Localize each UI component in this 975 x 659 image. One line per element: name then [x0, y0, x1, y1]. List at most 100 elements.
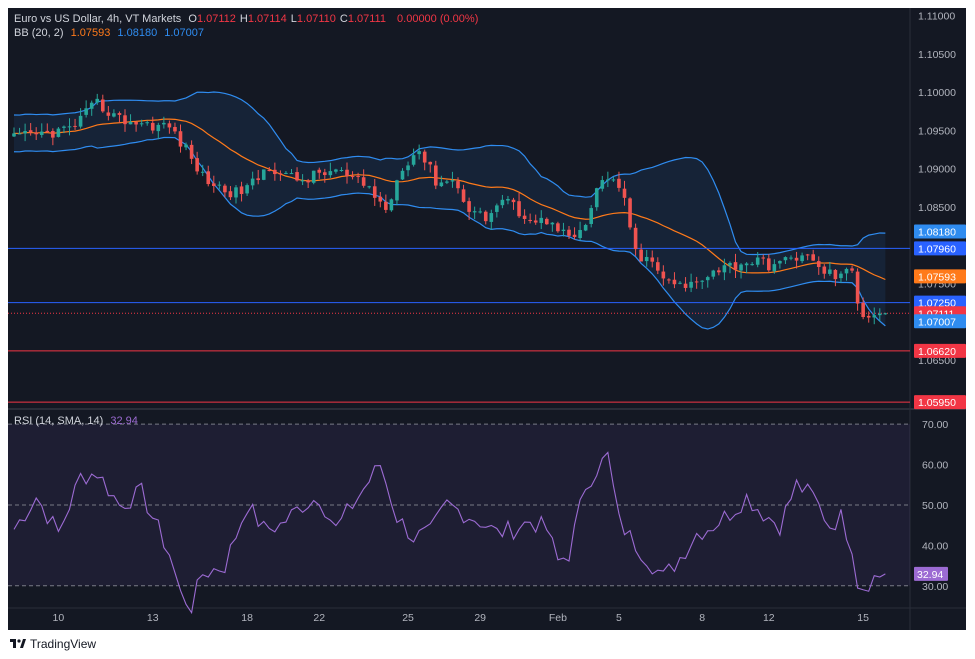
candle-body: [139, 123, 144, 125]
bb-label: BB (20, 2): [14, 27, 64, 39]
candle-body: [883, 313, 888, 315]
price-tag-label: 1.05950: [918, 397, 956, 409]
candle-body: [445, 181, 449, 183]
time-tick-label: 25: [402, 612, 414, 624]
price-tag: [914, 343, 966, 358]
candle-body: [417, 151, 421, 155]
candle-body: [750, 264, 754, 266]
time-tick-label: 13: [147, 612, 159, 624]
candle-body: [611, 179, 616, 181]
brand-label: TradingView: [30, 637, 97, 651]
rsi-tick-label: 60.00: [922, 460, 948, 472]
candle-body: [245, 185, 249, 194]
candle-body: [422, 151, 427, 163]
candle-body: [545, 218, 549, 225]
candle-body: [606, 179, 610, 181]
chart-canvas[interactable]: 1.11000 1.10500 1.10000 1.09500 1.09000 1.085…: [8, 8, 966, 630]
candle-body: [345, 169, 349, 177]
candle-body: [56, 128, 61, 137]
candle-body: [450, 180, 455, 182]
candle-body: [434, 165, 438, 186]
candle-body: [295, 172, 299, 181]
candle-body: [162, 122, 166, 125]
candle-body: [711, 270, 716, 277]
candle-body: [234, 187, 238, 198]
candle-body: [872, 315, 877, 318]
candle-body: [128, 121, 133, 125]
tradingview-logo-icon: [10, 638, 26, 648]
candle-body: [250, 178, 255, 186]
candle-body: [739, 264, 743, 271]
ohlc-values: O1.07112 H1.07114 L1.07110 C1.07111: [188, 13, 390, 25]
candle-body: [478, 211, 482, 213]
candle-body: [811, 254, 815, 261]
price-tick-label: 1.09500: [918, 125, 956, 137]
candle-body: [189, 144, 194, 159]
candle-body: [350, 176, 355, 178]
price-tag-label: 1.06620: [918, 346, 956, 358]
ohlc-key: C: [339, 13, 348, 25]
candle-body: [761, 257, 766, 259]
candle-body: [467, 201, 471, 212]
candle-body: [511, 199, 516, 203]
candle-body: [705, 277, 710, 281]
candle-body: [456, 181, 460, 189]
candle-body: [855, 271, 860, 304]
ohlc-c: C1.07111: [340, 13, 386, 25]
candle-body: [372, 186, 377, 198]
candle-body: [378, 196, 383, 202]
ohlc-value: 1.07112: [196, 13, 236, 25]
candle-body: [406, 165, 410, 171]
candle-body: [722, 265, 727, 273]
candle-body: [267, 170, 272, 172]
candle-body: [495, 205, 499, 212]
candle-body: [284, 172, 288, 174]
candle-body: [472, 211, 477, 213]
rsi-legend: RSI (14, SMA, 14) 32.94: [14, 415, 142, 427]
price-tick-label: 1.10000: [918, 87, 956, 99]
candle-body: [556, 223, 560, 232]
candle-body: [628, 198, 632, 228]
candle-body: [167, 123, 172, 128]
candle-body: [822, 266, 827, 274]
candle-body: [95, 98, 100, 103]
price-tag: [914, 295, 966, 310]
candle-body: [323, 172, 327, 175]
ohlc-key: L: [290, 13, 297, 25]
rsi-tick-label: 50.00: [922, 500, 948, 512]
bb-basis-value: 1.07593: [70, 27, 111, 39]
rsi-value: 32.94: [110, 415, 138, 427]
candle-body: [839, 273, 843, 279]
candle-body: [522, 215, 527, 219]
time-tick-label: 8: [699, 612, 705, 624]
bb-upper-line: [13, 91, 886, 256]
candle-body: [112, 113, 116, 117]
candle-body: [572, 234, 577, 237]
candle-body: [683, 283, 688, 288]
candle-body: [489, 213, 494, 222]
candle-body: [300, 180, 305, 182]
candle-body: [84, 108, 88, 115]
candle-body: [150, 122, 155, 131]
candle-body: [644, 256, 649, 262]
time-tick-label: Feb: [549, 612, 567, 624]
candle-body: [356, 176, 360, 178]
candle-body: [45, 130, 50, 133]
candle-body: [844, 268, 849, 274]
candle-body: [89, 102, 94, 109]
candle-body: [261, 169, 266, 180]
candle-body: [217, 184, 222, 186]
candle-body: [589, 208, 593, 224]
symbol-title: Euro vs US Dollar, 4h, VT Markets: [14, 13, 182, 25]
rsi-label: RSI (14, SMA, 14): [14, 415, 104, 427]
candle-body: [794, 257, 799, 261]
bb-band-fill: [14, 92, 886, 330]
candle-body: [317, 169, 322, 173]
tradingview-brand[interactable]: TradingView: [10, 637, 96, 651]
rsi-tick-label: 40.00: [922, 540, 948, 552]
candle-body: [483, 211, 488, 222]
candle-body: [289, 173, 294, 175]
time-tick-label: 22: [313, 612, 325, 624]
price-tag: [914, 395, 966, 410]
chart-frame[interactable]: 1.11000 1.10500 1.10000 1.09500 1.09000 1.085…: [8, 8, 966, 630]
